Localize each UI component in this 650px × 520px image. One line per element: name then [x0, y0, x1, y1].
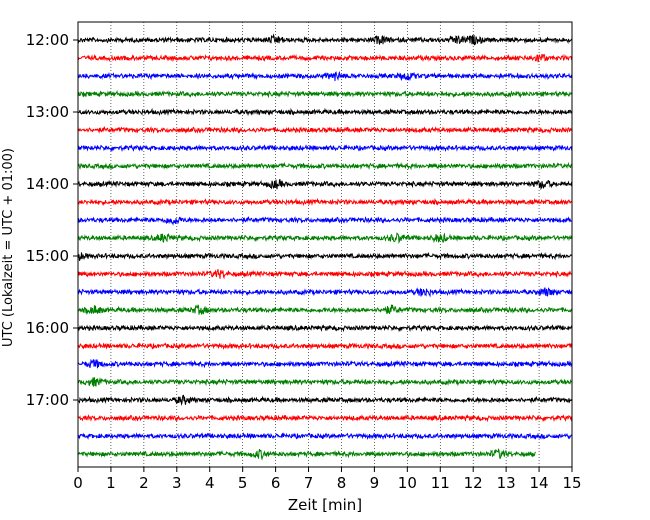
x-tick-label: 10 [398, 474, 417, 492]
seismogram-trace [77, 197, 573, 207]
x-tick-label: 6 [271, 474, 281, 492]
x-axis-label: Zeit [min] [288, 496, 362, 514]
x-axis-ticks: 0 1 2 3 4 5 6 7 8 9 10 11 12 13 14 15 [73, 467, 582, 492]
y-tick-label: 15:00 [26, 247, 69, 265]
seismogram-trace [77, 304, 573, 316]
x-tick-label: 13 [497, 474, 516, 492]
x-tick-label: 0 [73, 474, 83, 492]
grid-lines [110, 22, 540, 467]
x-tick-label: 2 [139, 474, 149, 492]
x-tick-label: 5 [238, 474, 248, 492]
seismogram-trace [77, 448, 536, 461]
x-tick-label: 9 [370, 474, 380, 492]
seismogram-trace [77, 269, 573, 280]
x-tick-label: 3 [172, 474, 182, 492]
seismogram-trace [77, 53, 573, 63]
seismogram-trace [77, 89, 573, 99]
x-tick-label: 4 [205, 474, 215, 492]
seismogram-trace [77, 413, 573, 423]
seismogram-trace [77, 179, 573, 191]
x-tick-label: 8 [337, 474, 347, 492]
seismogram-trace [77, 144, 573, 153]
seismogram-trace [77, 358, 572, 369]
y-axis-ticks: 12:00 13:00 14:00 15:00 16:00 17:00 [26, 31, 78, 409]
y-tick-label: 14:00 [26, 175, 69, 193]
seismogram-trace [77, 251, 573, 262]
seismogram-trace [77, 161, 573, 171]
x-tick-label: 15 [562, 474, 581, 492]
y-tick-label: 17:00 [26, 391, 69, 409]
seismogram-trace [77, 107, 573, 117]
seismogram-trace [77, 342, 573, 351]
y-tick-label: 13:00 [26, 103, 69, 121]
seismogram-trace [77, 323, 573, 333]
x-tick-label: 1 [106, 474, 116, 492]
seismogram-trace [77, 125, 573, 135]
seismogram-trace [77, 394, 573, 406]
plot-frame [77, 21, 573, 468]
seismogram-trace [77, 70, 573, 82]
seismogram-trace [77, 287, 573, 298]
x-tick-label: 7 [304, 474, 314, 492]
seismogram-trace [77, 432, 573, 441]
seismogram-trace [77, 215, 573, 226]
y-tick-label: 16:00 [26, 319, 69, 337]
seismogram-trace [77, 232, 573, 245]
seismogram-trace [77, 377, 573, 387]
x-tick-label: 14 [530, 474, 549, 492]
y-axis-label: UTC (Lokalzeit = UTC + 01:00) [1, 148, 16, 347]
seismogram-trace [77, 33, 573, 46]
x-tick-label: 12 [464, 474, 483, 492]
y-tick-label: 12:00 [26, 31, 69, 49]
x-tick-label: 11 [431, 474, 450, 492]
seismogram-traces [77, 33, 573, 461]
